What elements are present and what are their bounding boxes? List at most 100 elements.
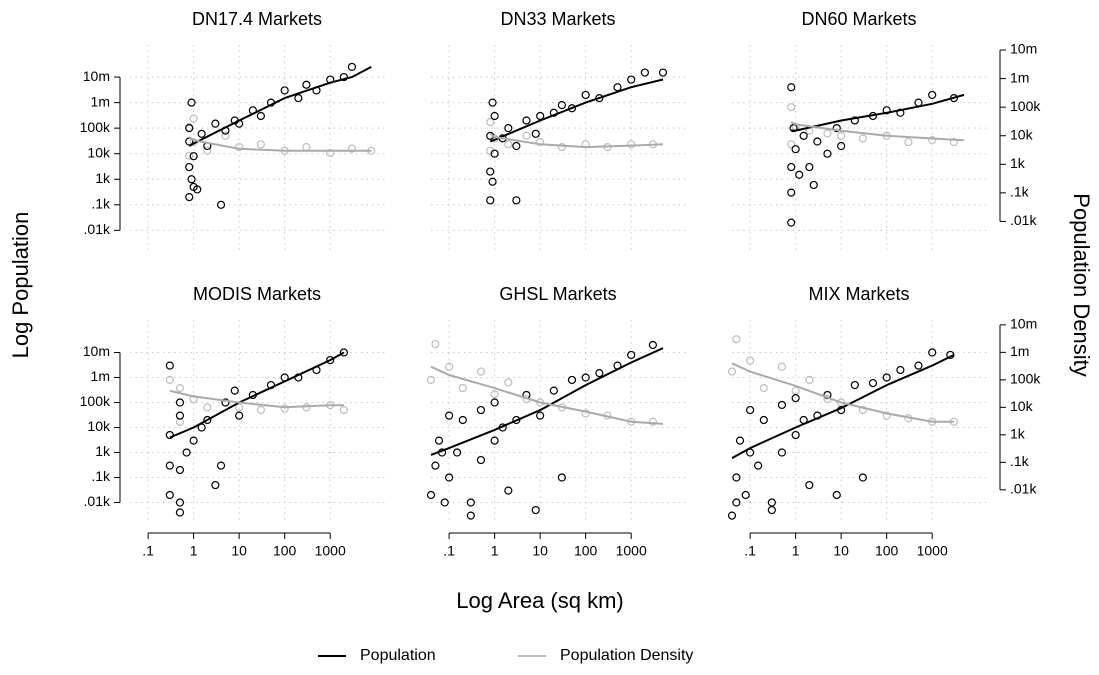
- density-point: [189, 114, 198, 123]
- y-tick-label: .1k: [91, 195, 111, 211]
- population-point: [211, 480, 220, 490]
- population-point: [175, 411, 185, 420]
- density-point: [777, 362, 787, 371]
- x-tick-label: 10: [833, 543, 849, 559]
- population-point: [640, 68, 649, 77]
- population-point: [754, 461, 763, 470]
- x-tick-label: 10: [532, 543, 548, 559]
- population-point: [928, 90, 937, 100]
- population-point: [522, 116, 531, 125]
- population-point: [648, 340, 658, 350]
- density-point: [458, 384, 467, 393]
- population-point: [805, 162, 814, 172]
- population-point: [512, 141, 521, 151]
- population-point: [735, 436, 745, 445]
- fit-line: [188, 66, 372, 147]
- population-point: [549, 386, 558, 395]
- density-point: [235, 142, 244, 152]
- density-point: [504, 140, 513, 149]
- x-tick-label: 100: [875, 543, 899, 559]
- population-point: [777, 448, 787, 457]
- y-tick-label: 10m: [83, 343, 110, 359]
- population-point: [453, 448, 462, 457]
- y2-tick-label: 10k: [1010, 126, 1034, 142]
- density-point: [203, 146, 212, 155]
- population-point: [187, 175, 196, 184]
- population-point: [813, 137, 822, 146]
- population-point: [531, 129, 540, 138]
- population-point: [185, 162, 194, 172]
- population-point: [445, 473, 454, 482]
- population-point: [216, 200, 226, 209]
- x-tick-label: 1000: [616, 543, 647, 559]
- population-point: [832, 124, 841, 133]
- fit-line: [790, 121, 965, 142]
- population-point: [490, 111, 499, 121]
- fit-line: [731, 362, 954, 423]
- x-tick-label: .1: [443, 543, 455, 559]
- x-axis-label: Log Area (sq km): [456, 588, 624, 613]
- y2-tick-label: 1m: [1010, 69, 1029, 85]
- population-point: [732, 473, 741, 482]
- population-point: [658, 68, 668, 77]
- population-point: [858, 473, 867, 482]
- population-point: [759, 415, 768, 425]
- population-point: [928, 348, 937, 357]
- population-point: [536, 111, 545, 121]
- population-point: [787, 188, 796, 197]
- population-point: [809, 180, 818, 190]
- density-point: [557, 142, 566, 152]
- y2-tick-label: .01k: [1010, 481, 1037, 497]
- population-point: [777, 400, 787, 410]
- density-point: [426, 375, 436, 384]
- population-point: [791, 430, 800, 440]
- density-point: [486, 118, 495, 127]
- population-point: [767, 505, 776, 515]
- density-point: [928, 136, 937, 145]
- density-point: [858, 405, 867, 415]
- population-point: [567, 375, 577, 385]
- density-point: [858, 134, 867, 143]
- population-point: [531, 505, 540, 515]
- fit-line: [188, 136, 372, 152]
- population-point: [466, 498, 475, 507]
- population-point: [486, 167, 495, 176]
- density-point: [185, 151, 194, 160]
- population-point: [440, 498, 449, 507]
- population-point: [280, 86, 289, 95]
- population-point: [746, 405, 755, 415]
- population-point: [486, 196, 495, 205]
- population-point: [488, 98, 497, 107]
- population-point: [823, 149, 832, 158]
- population-point: [504, 486, 513, 495]
- y-tick-label: 1m: [91, 368, 110, 384]
- y2-tick-label: .1k: [1010, 453, 1030, 469]
- legend-label: Population Density: [560, 647, 693, 664]
- population-point: [613, 83, 622, 92]
- density-point: [175, 384, 185, 393]
- density-point: [431, 339, 440, 349]
- population-point: [211, 119, 220, 128]
- population-point: [787, 83, 796, 92]
- population-point: [189, 152, 198, 161]
- y2-tick-label: 1m: [1010, 343, 1029, 359]
- population-point: [434, 436, 444, 445]
- population-point: [235, 411, 244, 420]
- y2-tick-label: 10k: [1010, 398, 1034, 414]
- population-point: [741, 490, 750, 500]
- panel-title: DN33 Markets: [500, 9, 615, 29]
- y-tick-label: 1m: [91, 93, 110, 109]
- x-tick-label: 1: [792, 543, 800, 559]
- y-tick-label: .1k: [91, 468, 111, 484]
- population-point: [791, 145, 800, 154]
- density-point: [256, 140, 265, 149]
- population-point: [175, 465, 185, 475]
- density-point: [490, 390, 499, 399]
- density-point: [347, 144, 357, 153]
- density-point: [581, 409, 590, 418]
- density-point: [759, 384, 768, 393]
- panel-title: DN60 Markets: [801, 9, 916, 29]
- population-point: [175, 398, 185, 407]
- density-point: [648, 417, 658, 426]
- population-point: [165, 490, 174, 500]
